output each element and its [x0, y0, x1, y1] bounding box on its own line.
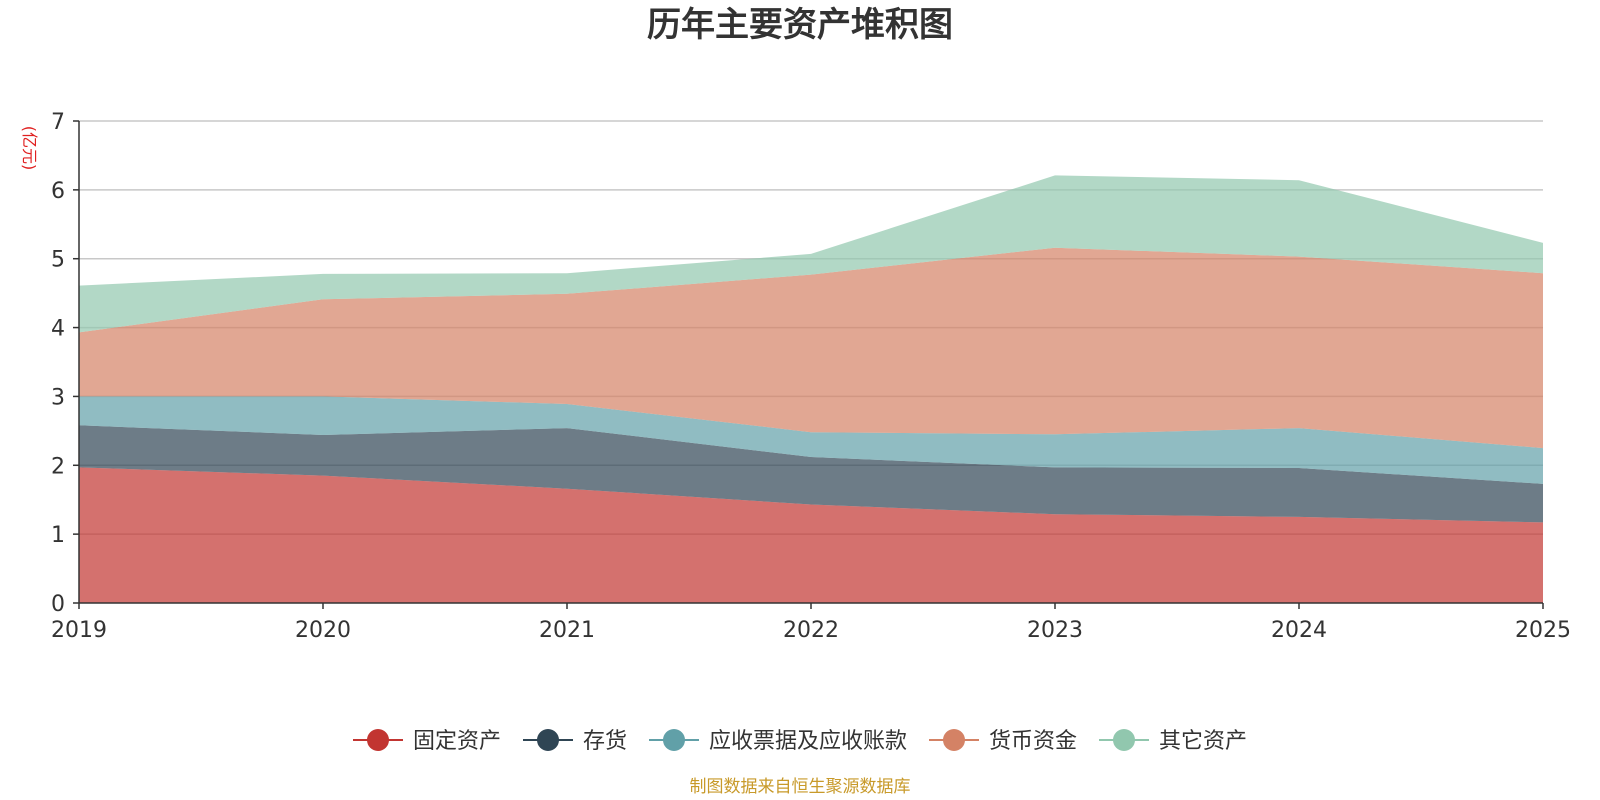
axes: 0 1 2 3 4 5 6 7 2019 2020 2021 2022 2023 2024 2025: [51, 110, 1571, 643]
legend-item-货币资金[interactable]: 货币资金: [929, 729, 1077, 754]
chart-title: 历年主要资产堆积图: [647, 5, 953, 45]
y-tick-label: 5: [51, 248, 65, 273]
legend-marker: [367, 729, 389, 751]
y-tick-label: 3: [51, 385, 65, 410]
y-axis-unit-label: (亿元): [20, 126, 39, 171]
legend-label: 固定资产: [413, 729, 501, 754]
y-tick-label: 4: [51, 317, 65, 342]
area-series-固定资产[interactable]: [79, 467, 1543, 603]
legend-marker: [663, 729, 685, 751]
legend[interactable]: 固定资产 存货 应收票据及应收账款 货币资金 其它资产: [353, 729, 1247, 754]
legend-marker: [943, 729, 965, 751]
x-tick-label: 2023: [1027, 618, 1083, 643]
x-tick-label: 2022: [783, 618, 839, 643]
y-tick-label: 6: [51, 179, 65, 204]
legend-item-存货[interactable]: 存货: [523, 729, 627, 754]
legend-item-固定资产[interactable]: 固定资产: [353, 729, 501, 754]
y-tick-label: 2: [51, 454, 65, 479]
legend-label: 其它资产: [1159, 729, 1247, 754]
legend-item-其它资产[interactable]: 其它资产: [1099, 729, 1247, 754]
area-series-group: [79, 175, 1543, 603]
source-note: 制图数据来自恒生聚源数据库: [690, 777, 911, 797]
legend-item-应收票据及应收账款[interactable]: 应收票据及应收账款: [649, 729, 907, 754]
legend-label: 存货: [583, 729, 627, 754]
legend-label: 应收票据及应收账款: [709, 729, 907, 754]
area-series-存货[interactable]: [79, 425, 1543, 523]
x-tick-label: 2020: [295, 618, 351, 643]
x-tick-label: 2025: [1515, 618, 1571, 643]
x-tick-label: 2019: [51, 618, 107, 643]
area-series-货币资金[interactable]: [79, 247, 1543, 449]
y-tick-label: 7: [51, 110, 65, 135]
area-series-应收票据及应收账款[interactable]: [79, 396, 1543, 484]
x-tick-label: 2021: [539, 618, 595, 643]
legend-marker: [537, 729, 559, 751]
area-series-其它资产[interactable]: [79, 175, 1543, 333]
legend-label: 货币资金: [989, 729, 1077, 754]
y-tick-label: 0: [51, 592, 65, 617]
legend-marker: [1113, 729, 1135, 751]
y-tick-label: 1: [51, 523, 65, 548]
x-tick-label: 2024: [1271, 618, 1327, 643]
